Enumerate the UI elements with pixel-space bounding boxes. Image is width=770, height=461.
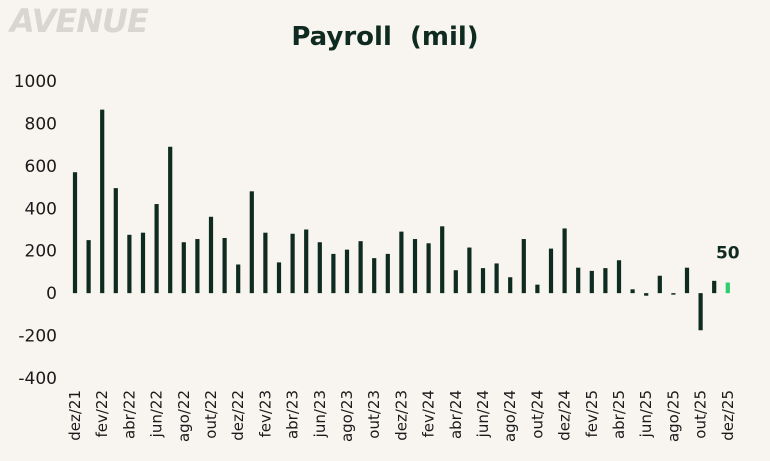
- bar: [236, 264, 241, 294]
- x-tick-label: ago/24: [501, 390, 519, 442]
- bar: [426, 243, 431, 294]
- bar: [671, 293, 676, 295]
- x-tick-label: fev/22: [93, 390, 111, 438]
- bars: [72, 109, 730, 331]
- bar: [222, 237, 227, 294]
- bar: [521, 239, 526, 294]
- x-tick-label: dez/23: [392, 390, 410, 441]
- y-tick-label: 400: [25, 199, 57, 219]
- chart-title: Payroll (mil): [291, 22, 479, 52]
- bar: [644, 293, 649, 296]
- bar: [127, 234, 132, 294]
- bar: [304, 229, 309, 294]
- bar: [535, 284, 540, 294]
- x-tick-label: out/24: [528, 390, 546, 439]
- bar: [684, 267, 690, 294]
- x-tick-label: out/22: [202, 390, 220, 439]
- y-tick-label: 600: [25, 157, 57, 177]
- bar: [86, 240, 91, 294]
- bar: [712, 280, 717, 294]
- bar: [576, 267, 581, 294]
- x-tick-label: dez/25: [719, 390, 737, 441]
- bar: [113, 188, 118, 294]
- bar: [140, 232, 146, 294]
- y-tick-label: 0: [46, 284, 57, 304]
- x-tick-label: jun/24: [474, 390, 492, 438]
- bar: [385, 253, 390, 294]
- bar: [589, 270, 594, 294]
- bar: [698, 293, 703, 331]
- x-axis: dez/21 fev/22 abr/22 jun/22 ago/22 out/22 dez/…: [66, 390, 737, 442]
- x-tick-label: dez/21: [66, 390, 84, 441]
- avenue-logo: AVENUE: [10, 2, 149, 40]
- bar: [630, 289, 635, 294]
- x-tick-label: abr/22: [120, 390, 138, 439]
- y-axis: 1000 800 600 400 200 0 -200 -400: [14, 72, 57, 389]
- x-tick-label: fev/23: [256, 390, 274, 438]
- bar: [181, 242, 186, 294]
- bar: [290, 233, 295, 294]
- x-tick-label: ago/22: [175, 390, 193, 442]
- bar: [208, 216, 214, 294]
- bar: [317, 242, 322, 294]
- x-tick-label: abr/24: [447, 390, 465, 439]
- x-tick-label: dez/22: [229, 390, 247, 441]
- bar: [249, 191, 254, 294]
- y-tick-label: 800: [25, 114, 57, 134]
- y-tick-label: 1000: [14, 72, 57, 92]
- bar: [562, 228, 567, 294]
- bar: [100, 109, 105, 294]
- bar: [72, 172, 78, 294]
- x-tick-label: dez/24: [556, 390, 574, 441]
- x-tick-label: fev/25: [583, 390, 601, 438]
- y-tick-label: -400: [18, 369, 57, 389]
- bar: [603, 268, 608, 294]
- bar: [508, 277, 513, 294]
- bar: [276, 262, 282, 294]
- y-tick-label: -200: [18, 327, 57, 347]
- x-tick-label: ago/25: [664, 390, 682, 442]
- bar: [372, 258, 377, 294]
- bar: [494, 263, 499, 294]
- x-tick-label: jun/23: [311, 390, 329, 438]
- bar: [480, 268, 486, 294]
- bar: [154, 204, 159, 294]
- x-tick-label: jun/25: [637, 390, 655, 438]
- data-label: 50: [716, 244, 740, 264]
- x-tick-label: abr/23: [284, 390, 302, 439]
- bar: [195, 239, 200, 294]
- x-tick-label: jun/22: [148, 390, 166, 438]
- x-tick-label: ago/23: [338, 390, 356, 442]
- bar: [399, 231, 404, 294]
- bar: [263, 232, 268, 294]
- bar: [440, 226, 445, 294]
- bar: [168, 146, 173, 294]
- bar: [616, 260, 622, 294]
- x-tick-label: fev/24: [420, 390, 438, 438]
- bar: [358, 241, 363, 294]
- bar: [453, 270, 458, 294]
- bar: [344, 249, 350, 294]
- bar: [467, 247, 472, 294]
- y-tick-label: 200: [25, 242, 57, 262]
- bar: [548, 248, 554, 294]
- bar: [657, 275, 662, 294]
- x-tick-label: out/23: [365, 390, 383, 439]
- x-tick-label: out/25: [692, 390, 710, 439]
- x-tick-label: abr/25: [610, 390, 628, 439]
- bar: [412, 239, 418, 294]
- annotations: 50: [716, 244, 740, 264]
- bar: [725, 282, 730, 294]
- bar: [331, 253, 336, 294]
